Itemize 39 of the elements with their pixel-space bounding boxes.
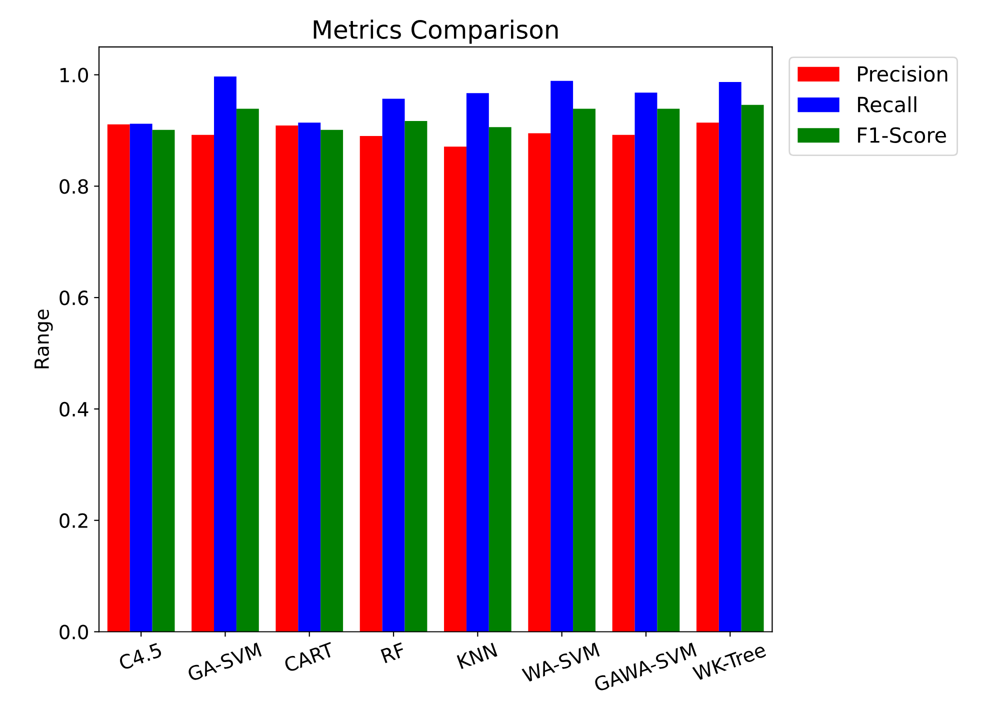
bar: [612, 134, 635, 632]
y-tick-label: 0.8: [60, 179, 88, 194]
y-tick-label: 0.2: [60, 513, 88, 528]
x-tick-label: C4.5: [118, 642, 162, 670]
y-tick-label: 1.0: [60, 68, 88, 82]
bar: [192, 134, 214, 632]
bar: [320, 130, 344, 632]
bar: [488, 127, 512, 632]
bar: [550, 80, 574, 632]
bar: [360, 136, 382, 632]
legend-label: Precision: [858, 66, 948, 82]
bar: [741, 104, 764, 632]
bar: [236, 108, 259, 632]
bar: [466, 93, 489, 632]
bar: [634, 92, 658, 632]
x-tick-label: KNN: [456, 642, 498, 670]
chart-title: Metrics Comparison: [314, 20, 558, 44]
bar: [214, 76, 236, 632]
y-axis-title: Range: [34, 310, 53, 368]
bar: [444, 146, 466, 632]
bar: [404, 121, 428, 632]
bar: [718, 82, 742, 632]
bar: [276, 125, 298, 632]
bar: [107, 124, 130, 632]
bar: [573, 108, 596, 632]
bar: [152, 130, 175, 632]
bar: [382, 98, 405, 632]
bar: [696, 122, 719, 632]
x-tick-label: CART: [283, 642, 336, 673]
y-tick-label: 0.4: [60, 402, 88, 417]
x-tick-label: RF: [380, 642, 406, 664]
bar: [528, 133, 551, 632]
legend-label: Recall: [858, 96, 916, 112]
y-tick-label: 0.6: [60, 290, 88, 306]
bar: [130, 124, 152, 632]
bar: [657, 108, 680, 632]
bar: [298, 122, 321, 632]
y-tick-label: 0.0: [60, 624, 88, 640]
legend-label: F1-Score: [858, 127, 946, 143]
